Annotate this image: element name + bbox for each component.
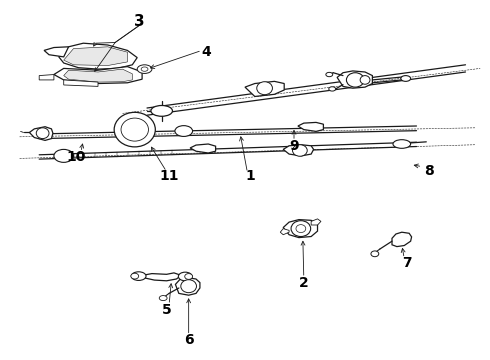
Text: 6: 6 — [184, 333, 194, 347]
Ellipse shape — [329, 87, 336, 91]
Ellipse shape — [360, 76, 370, 84]
Ellipse shape — [371, 251, 379, 257]
Text: 7: 7 — [402, 256, 412, 270]
Ellipse shape — [393, 140, 411, 148]
Text: 5: 5 — [162, 303, 172, 316]
Ellipse shape — [131, 273, 139, 279]
Ellipse shape — [36, 128, 49, 139]
Ellipse shape — [257, 82, 272, 95]
Polygon shape — [280, 229, 289, 235]
Ellipse shape — [151, 105, 172, 116]
Polygon shape — [298, 122, 323, 131]
Ellipse shape — [346, 73, 364, 87]
Polygon shape — [39, 75, 54, 80]
Polygon shape — [54, 67, 142, 84]
Ellipse shape — [121, 118, 148, 141]
Ellipse shape — [401, 76, 411, 81]
Polygon shape — [44, 47, 69, 57]
Ellipse shape — [181, 280, 196, 293]
Polygon shape — [190, 144, 216, 153]
Ellipse shape — [185, 274, 193, 279]
Ellipse shape — [54, 149, 74, 162]
Polygon shape — [64, 80, 98, 86]
Text: 2: 2 — [299, 276, 309, 289]
Text: 9: 9 — [289, 139, 299, 153]
Ellipse shape — [293, 145, 307, 156]
Polygon shape — [64, 69, 132, 82]
Ellipse shape — [137, 65, 152, 73]
Polygon shape — [283, 220, 318, 238]
Text: 8: 8 — [424, 164, 434, 178]
Ellipse shape — [291, 221, 311, 237]
Ellipse shape — [131, 272, 146, 280]
Ellipse shape — [141, 67, 148, 71]
Polygon shape — [392, 232, 412, 247]
Text: 11: 11 — [159, 170, 179, 183]
Polygon shape — [337, 71, 372, 88]
Polygon shape — [245, 81, 284, 96]
Text: 3: 3 — [134, 14, 145, 29]
Polygon shape — [311, 219, 321, 225]
Ellipse shape — [296, 225, 306, 233]
Ellipse shape — [326, 72, 333, 77]
Polygon shape — [283, 145, 314, 156]
Polygon shape — [59, 43, 137, 69]
Text: 1: 1 — [245, 170, 255, 183]
Text: 4: 4 — [201, 45, 211, 59]
Polygon shape — [175, 278, 200, 295]
Ellipse shape — [178, 272, 192, 281]
Polygon shape — [29, 127, 53, 140]
Text: 10: 10 — [66, 150, 86, 163]
Ellipse shape — [175, 126, 193, 136]
Ellipse shape — [114, 112, 155, 147]
Polygon shape — [64, 47, 127, 66]
Ellipse shape — [159, 296, 167, 301]
